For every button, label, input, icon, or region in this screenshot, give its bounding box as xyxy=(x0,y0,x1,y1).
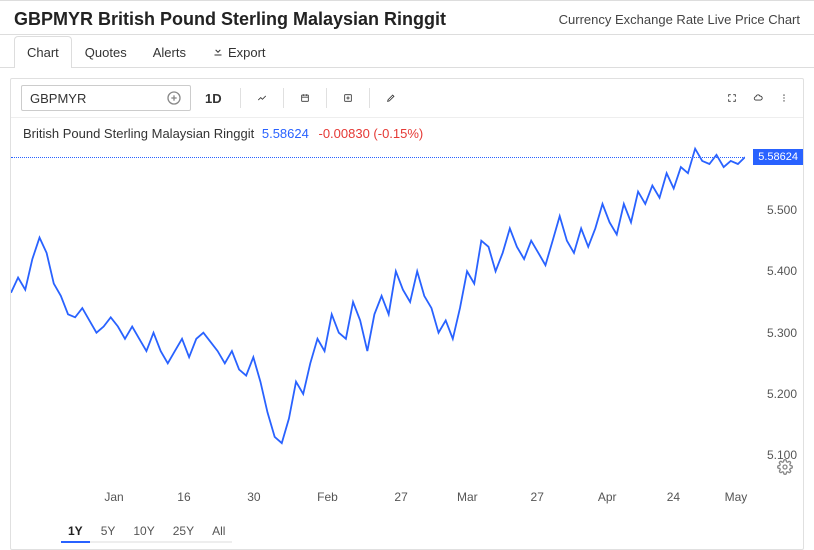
separator xyxy=(283,88,284,108)
x-tick-label: Feb xyxy=(317,490,338,504)
x-tick-label: 16 xyxy=(177,490,190,504)
line-style-icon[interactable] xyxy=(253,89,271,107)
timeframe-25y[interactable]: 25Y xyxy=(166,521,201,541)
timeframe-5y[interactable]: 5Y xyxy=(94,521,123,541)
plot-region xyxy=(11,118,745,486)
x-tick-label: May xyxy=(725,490,748,504)
symbol-text: GBPMYR xyxy=(30,91,86,106)
date-range-icon[interactable] xyxy=(296,89,314,107)
y-tick-label: 5.300 xyxy=(767,326,797,340)
x-tick-label: Apr xyxy=(598,490,617,504)
tab-quotes[interactable]: Quotes xyxy=(72,36,140,68)
interval-selector[interactable]: 1D xyxy=(199,87,228,110)
chart-toolbar: GBPMYR 1D xyxy=(11,79,803,118)
x-tick-label: 27 xyxy=(394,490,407,504)
info-price: 5.58624 xyxy=(262,126,309,141)
timeframe-selector: 1Y5Y10Y25YAll xyxy=(61,521,232,543)
current-price-tag: 5.58624 xyxy=(753,149,803,165)
chart-panel: GBPMYR 1D xyxy=(10,78,804,550)
timeframe-10y[interactable]: 10Y xyxy=(126,521,161,541)
x-axis: Jan 16 30 Feb 27 Mar 27 Apr 24 May xyxy=(11,486,745,518)
more-menu-icon[interactable] xyxy=(775,89,793,107)
page-title: GBPMYR British Pound Sterling Malaysian … xyxy=(14,9,446,30)
info-change: -0.00830 (-0.15%) xyxy=(318,126,423,141)
y-axis: 5.1005.2005.3005.4005.5005.58624 xyxy=(745,118,803,486)
price-line xyxy=(11,149,745,443)
edit-icon[interactable] xyxy=(382,89,400,107)
symbol-selector[interactable]: GBPMYR xyxy=(21,85,191,111)
separator xyxy=(369,88,370,108)
y-tick-label: 5.200 xyxy=(767,387,797,401)
main-tabs: ChartQuotesAlertsExport xyxy=(0,35,814,68)
tab-chart[interactable]: Chart xyxy=(14,36,72,68)
current-price-line xyxy=(11,157,745,158)
download-icon xyxy=(212,45,224,60)
fullscreen-icon[interactable] xyxy=(723,89,741,107)
x-tick-label: Mar xyxy=(457,490,478,504)
x-tick-label: 24 xyxy=(667,490,680,504)
cloud-save-icon[interactable] xyxy=(749,89,767,107)
x-tick-label: Jan xyxy=(104,490,123,504)
page-subtitle: Currency Exchange Rate Live Price Chart xyxy=(559,12,800,27)
x-tick-label: 30 xyxy=(247,490,260,504)
y-tick-label: 5.400 xyxy=(767,264,797,278)
chart-settings-icon[interactable] xyxy=(777,459,793,480)
chart-area[interactable]: British Pound Sterling Malaysian Ringgit… xyxy=(11,118,803,518)
tab-export[interactable]: Export xyxy=(199,36,279,68)
separator xyxy=(240,88,241,108)
timeframe-1y[interactable]: 1Y xyxy=(61,521,90,543)
add-symbol-icon[interactable] xyxy=(166,90,182,106)
separator xyxy=(326,88,327,108)
x-tick-label: 27 xyxy=(531,490,544,504)
y-tick-label: 5.500 xyxy=(767,203,797,217)
info-name: British Pound Sterling Malaysian Ringgit xyxy=(23,126,254,141)
chart-info: British Pound Sterling Malaysian Ringgit… xyxy=(23,126,423,141)
timeframe-all[interactable]: All xyxy=(205,521,232,541)
tab-alerts[interactable]: Alerts xyxy=(140,36,199,68)
compare-icon[interactable] xyxy=(339,89,357,107)
